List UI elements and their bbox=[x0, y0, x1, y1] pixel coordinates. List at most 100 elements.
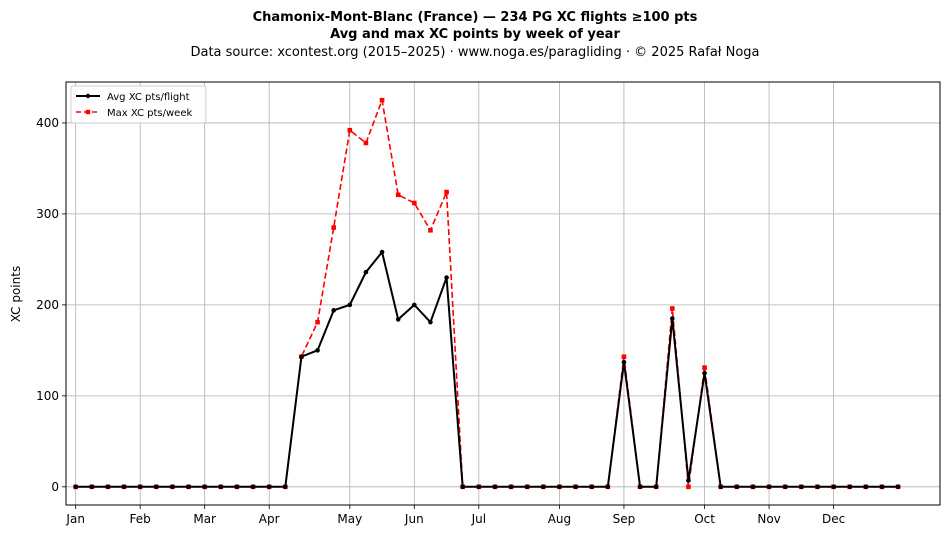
avg-data-point bbox=[444, 275, 449, 280]
avg-data-point bbox=[895, 484, 901, 490]
avg-data-point bbox=[557, 484, 562, 490]
max-data-point bbox=[428, 227, 433, 233]
avg-data-point bbox=[89, 484, 95, 490]
max-data-point bbox=[621, 354, 627, 360]
x-tick-label: Feb bbox=[130, 512, 151, 526]
max-data-point bbox=[363, 140, 369, 146]
max-data-point bbox=[686, 484, 691, 490]
legend: Avg XC pts/flight Max XC pts/week bbox=[70, 85, 207, 124]
avg-data-point bbox=[734, 484, 740, 490]
y-axis-label: XC points bbox=[9, 266, 23, 322]
avg-data-point bbox=[653, 484, 659, 490]
avg-data-point bbox=[492, 484, 498, 490]
avg-data-point bbox=[299, 354, 304, 360]
max-data-point bbox=[702, 365, 707, 370]
max-data-point bbox=[412, 200, 417, 206]
avg-data-point bbox=[605, 484, 611, 490]
x-tick-label: Jun bbox=[404, 512, 424, 526]
chart-subtitle: Avg and max XC points by week of year bbox=[330, 27, 620, 42]
legend-marker-max bbox=[85, 109, 91, 115]
x-tick-label: Jan bbox=[65, 512, 85, 526]
legend-marker-avg bbox=[85, 93, 91, 99]
avg-data-point bbox=[831, 484, 836, 490]
avg-data-point bbox=[105, 484, 111, 490]
max-data-point bbox=[315, 319, 320, 325]
chart-source: Data source: xcontest.org (2015–2025) · … bbox=[190, 45, 759, 60]
series bbox=[73, 97, 901, 490]
avg-data-point bbox=[508, 484, 514, 490]
y-tick-label: 300 bbox=[36, 207, 59, 221]
x-tick-label: Oct bbox=[694, 512, 715, 526]
avg-data-point bbox=[283, 484, 288, 490]
legend-box bbox=[70, 85, 207, 124]
max-data-point bbox=[444, 189, 449, 195]
avg-data-point bbox=[315, 348, 320, 353]
chart-title: Chamonix-Mont-Blanc (France) — 234 PG XC… bbox=[253, 10, 698, 25]
x-tick-label: Jul bbox=[471, 512, 486, 526]
avg-data-point bbox=[170, 484, 175, 490]
avg-data-point bbox=[202, 484, 207, 490]
avg-data-point bbox=[573, 484, 578, 490]
avg-data-point bbox=[137, 484, 143, 490]
avg-data-point bbox=[266, 484, 272, 490]
x-tick-label: Aug bbox=[548, 512, 571, 526]
avg-data-point bbox=[524, 484, 530, 490]
y-tick-label: 400 bbox=[36, 116, 59, 130]
avg-data-point bbox=[847, 484, 852, 490]
avg-data-point bbox=[750, 484, 756, 490]
avg-data-point bbox=[815, 484, 820, 490]
max-data-point bbox=[395, 192, 401, 198]
avg-data-point bbox=[395, 317, 401, 322]
avg-data-point bbox=[234, 484, 240, 490]
avg-data-point bbox=[428, 319, 433, 325]
plot-frame bbox=[65, 81, 941, 506]
avg-data-point bbox=[121, 484, 127, 490]
avg-data-point bbox=[589, 484, 594, 490]
x-tick-label: Apr bbox=[259, 512, 280, 526]
avg-data-point bbox=[637, 484, 643, 490]
avg-data-point bbox=[331, 308, 336, 313]
avg-data-point bbox=[621, 359, 627, 365]
avg-data-point bbox=[460, 484, 465, 490]
grid bbox=[66, 82, 940, 505]
y-tick-label: 200 bbox=[36, 298, 59, 312]
avg-data-point bbox=[686, 478, 691, 483]
max-data-point bbox=[331, 225, 336, 230]
avg-data-point bbox=[541, 484, 546, 490]
x-tick-label: May bbox=[337, 512, 362, 526]
max-data-point bbox=[670, 306, 675, 311]
y-tick-label: 100 bbox=[36, 389, 59, 403]
avg-data-point bbox=[154, 484, 159, 490]
avg-data-point bbox=[73, 484, 78, 490]
avg-data-point bbox=[718, 484, 723, 490]
max-series-line bbox=[75, 99, 899, 488]
avg-data-point bbox=[782, 484, 788, 490]
max-data-point bbox=[347, 127, 353, 133]
x-tick-label: Dec bbox=[822, 512, 845, 526]
avg-data-point bbox=[476, 484, 482, 490]
y-tick-label: 0 bbox=[51, 480, 59, 494]
avg-data-point bbox=[250, 484, 256, 490]
avg-data-point bbox=[347, 302, 353, 308]
avg-data-point bbox=[766, 484, 772, 490]
max-data-point bbox=[379, 97, 385, 103]
axis-ticks: Jan Feb Mar Apr May Jun Jul Aug Sep Oct Nov Dec 0 100… bbox=[36, 116, 845, 526]
avg-data-point bbox=[363, 269, 369, 275]
legend-label-max: Max XC pts/week bbox=[107, 108, 192, 119]
avg-data-point bbox=[412, 302, 417, 308]
avg-data-point bbox=[879, 484, 885, 490]
x-tick-label: Sep bbox=[613, 512, 636, 526]
avg-data-point bbox=[799, 484, 804, 490]
avg-data-point bbox=[186, 484, 191, 490]
avg-data-point bbox=[670, 316, 675, 321]
avg-series-line bbox=[75, 251, 899, 488]
x-tick-label: Nov bbox=[757, 512, 780, 526]
legend-label-avg: Avg XC pts/flight bbox=[107, 92, 190, 103]
avg-data-point bbox=[379, 249, 385, 255]
x-tick-label: Mar bbox=[193, 512, 216, 526]
avg-data-point bbox=[218, 484, 224, 490]
avg-data-point bbox=[863, 484, 869, 490]
avg-data-point bbox=[702, 370, 707, 376]
